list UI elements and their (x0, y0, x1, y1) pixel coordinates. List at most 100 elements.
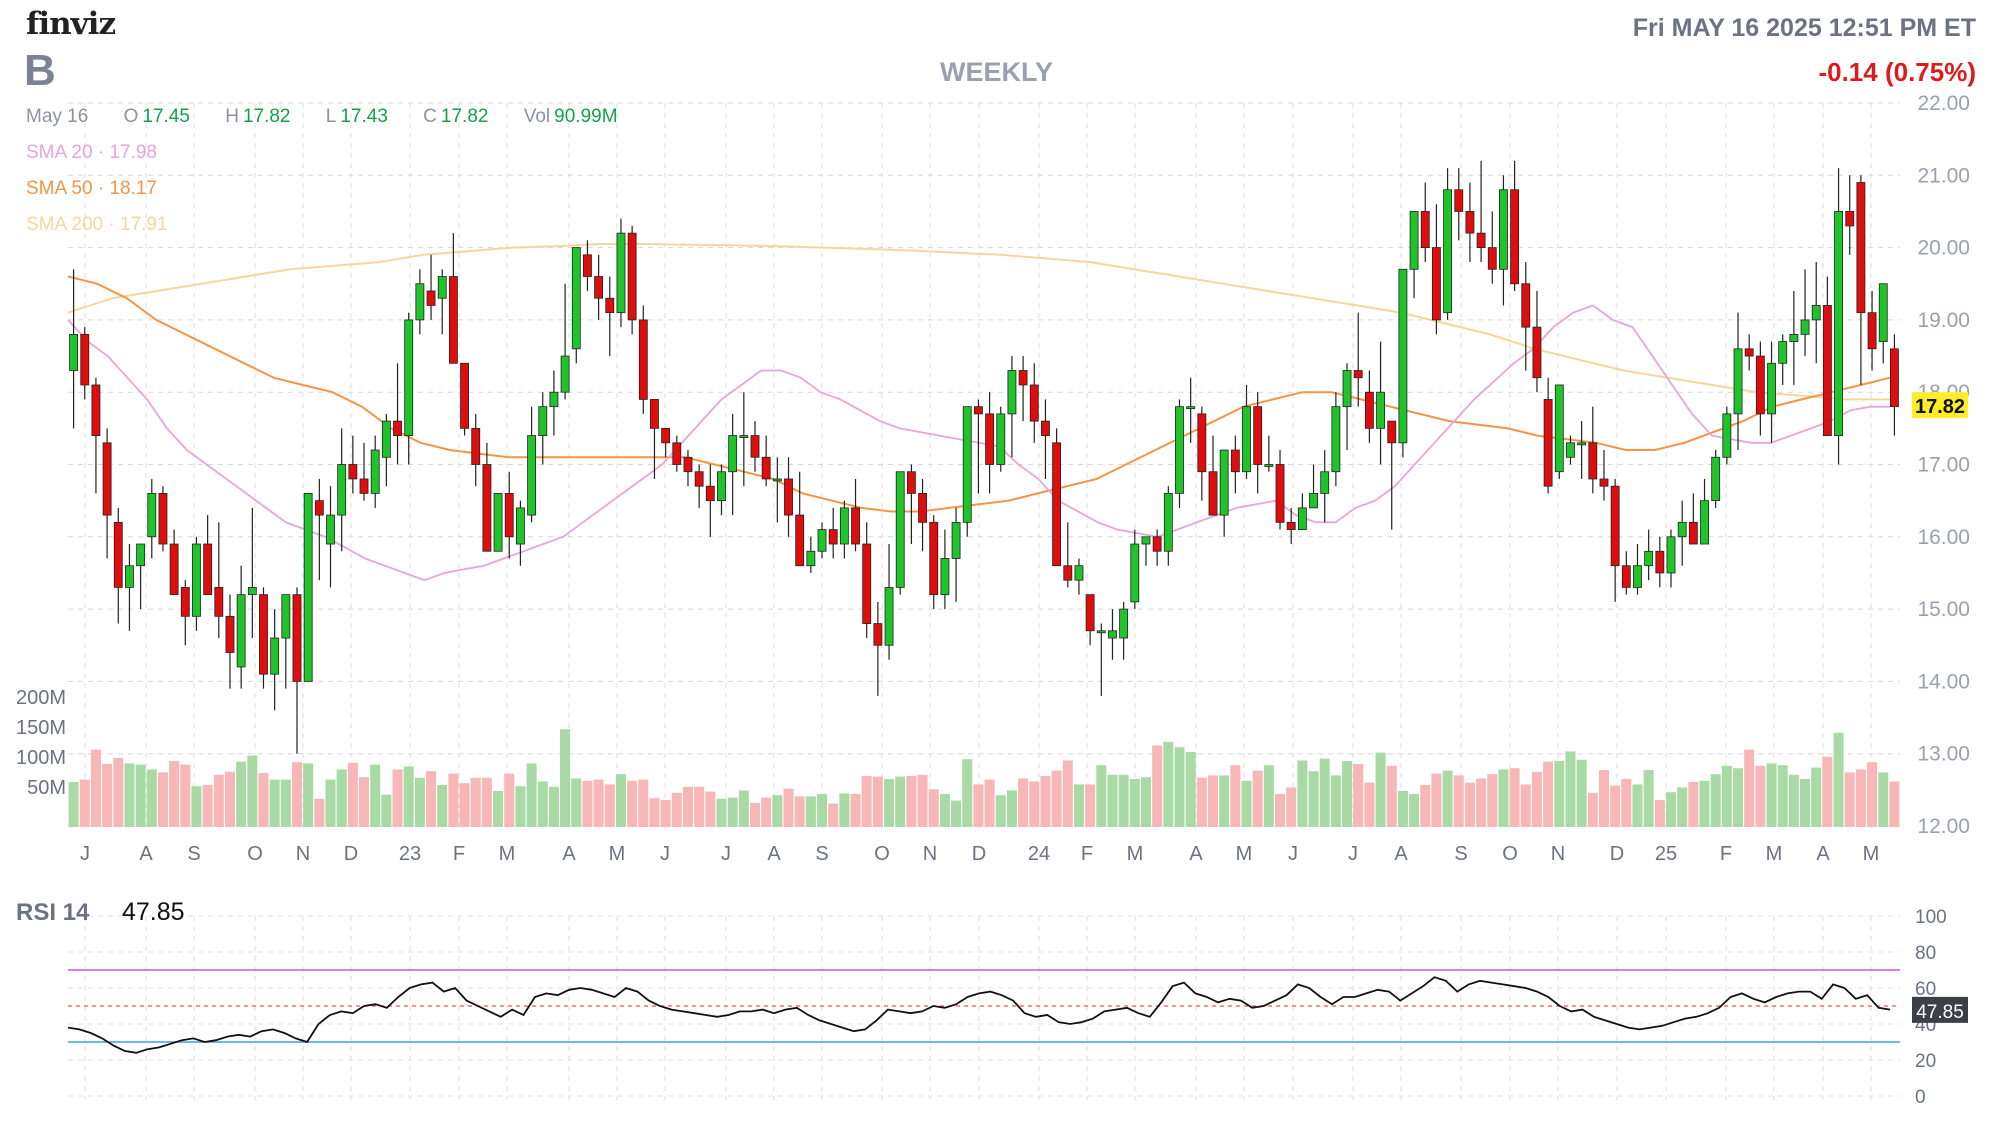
volume-bar (1598, 770, 1610, 827)
candle-body (1778, 341, 1788, 364)
volume-bar (414, 777, 425, 827)
volume-bar (1051, 770, 1062, 827)
candle-body (348, 464, 358, 480)
candle-body (493, 493, 503, 552)
volume-bar (1453, 775, 1464, 827)
volume-bar (1509, 768, 1520, 827)
price-tick-label: 21.00 (1917, 164, 1970, 187)
candle-body (940, 558, 950, 596)
candle-body (504, 493, 514, 538)
volume-bar (1531, 771, 1542, 827)
candle-body (583, 254, 592, 277)
candle-body (906, 471, 916, 494)
x-tick-label: A (139, 843, 153, 865)
candle-body (1655, 550, 1665, 574)
candle-body (1621, 565, 1631, 588)
candle-body (1398, 268, 1408, 444)
finviz-logo[interactable]: finviz (26, 6, 116, 42)
volume-bar (1565, 751, 1576, 827)
volume-bar (1654, 800, 1665, 827)
price-tick-label: 17.00 (1917, 454, 1970, 477)
candle-body (1264, 464, 1274, 467)
volume-bar (269, 779, 280, 827)
volume-bar (437, 785, 448, 827)
volume-bar (169, 761, 180, 827)
candle-body (1029, 384, 1039, 422)
candle-body (370, 449, 380, 494)
volume-bar (604, 784, 615, 827)
volume-bar (1330, 775, 1341, 827)
rsi-label: RSI 14 (16, 899, 90, 926)
candle-body (102, 442, 112, 516)
candle-body (616, 232, 626, 314)
volume-bar (504, 773, 515, 827)
volume-bar (493, 791, 504, 827)
candle-body (214, 587, 224, 617)
volume-bar (291, 762, 303, 827)
legend-vol-label: Vol (523, 106, 551, 127)
timeframe-label[interactable]: WEEKLY (940, 57, 1054, 87)
x-tick-label: S (187, 843, 200, 865)
volume-bar (1755, 765, 1766, 827)
candle-body (973, 406, 983, 415)
x-tick-label: F (1720, 843, 1732, 865)
volume-bar (828, 803, 839, 827)
sma50-label: SMA 50 (26, 178, 93, 199)
legend-date: May 16 (26, 106, 89, 127)
volume-bar (1688, 782, 1699, 827)
volume-bar (1464, 782, 1475, 827)
candle-body (292, 594, 302, 682)
candle-body (1722, 413, 1732, 458)
candle-body (247, 587, 257, 596)
candle-body (1822, 305, 1832, 436)
sma20-legend[interactable]: SMA 20 · 17.98 (26, 142, 157, 164)
volume-bar (1185, 752, 1196, 827)
rsi-tick-label: 0 (1915, 1087, 1926, 1108)
volume-bar (515, 786, 526, 827)
sma20-separator: · (97, 142, 110, 163)
candle-body (683, 456, 693, 473)
candle-body (1420, 211, 1430, 248)
candle-body (1186, 406, 1196, 410)
x-tick-label: 25 (1655, 843, 1677, 865)
x-tick-label: 24 (1028, 843, 1050, 865)
candle-body (873, 623, 883, 646)
candle-body (482, 464, 492, 552)
candle-body (180, 587, 190, 617)
candle-body (314, 500, 324, 516)
candle-body (1554, 384, 1564, 473)
candle-body (1096, 630, 1106, 634)
x-tick-label: J (721, 843, 731, 865)
volume-bar (325, 779, 336, 827)
rsi-tick-label: 20 (1915, 1051, 1936, 1072)
candle-body (527, 435, 537, 516)
candle-body (326, 514, 335, 545)
candle-body (929, 521, 939, 596)
x-tick-label: A (1394, 843, 1408, 865)
candle-body (192, 543, 201, 617)
candle-body (236, 594, 246, 668)
sma50-legend[interactable]: SMA 50 · 18.17 (26, 178, 157, 200)
candle-body (806, 550, 816, 567)
sma200-separator: · (108, 214, 120, 235)
volume-bar (615, 774, 626, 827)
x-tick-label: N (923, 843, 937, 865)
candle-body (415, 283, 425, 321)
volume-bar (113, 758, 124, 827)
volume-bar (202, 785, 213, 827)
sma200-legend[interactable]: SMA 200 · 17.91 (26, 214, 168, 236)
volume-bar (1386, 765, 1397, 827)
volume-bar (1844, 772, 1855, 827)
x-tick-label: O (1502, 843, 1518, 865)
x-tick-label: M (1236, 843, 1253, 865)
volume-bar (1811, 767, 1822, 827)
candle-body (1856, 182, 1866, 314)
candle-body (1409, 211, 1419, 270)
candle-body (1320, 471, 1330, 494)
candle-body (1521, 283, 1531, 328)
sma20-label: SMA 20 (26, 142, 93, 163)
x-tick-label: O (247, 843, 263, 865)
legend-open-label: O (123, 106, 139, 127)
volume-bar (694, 786, 705, 827)
